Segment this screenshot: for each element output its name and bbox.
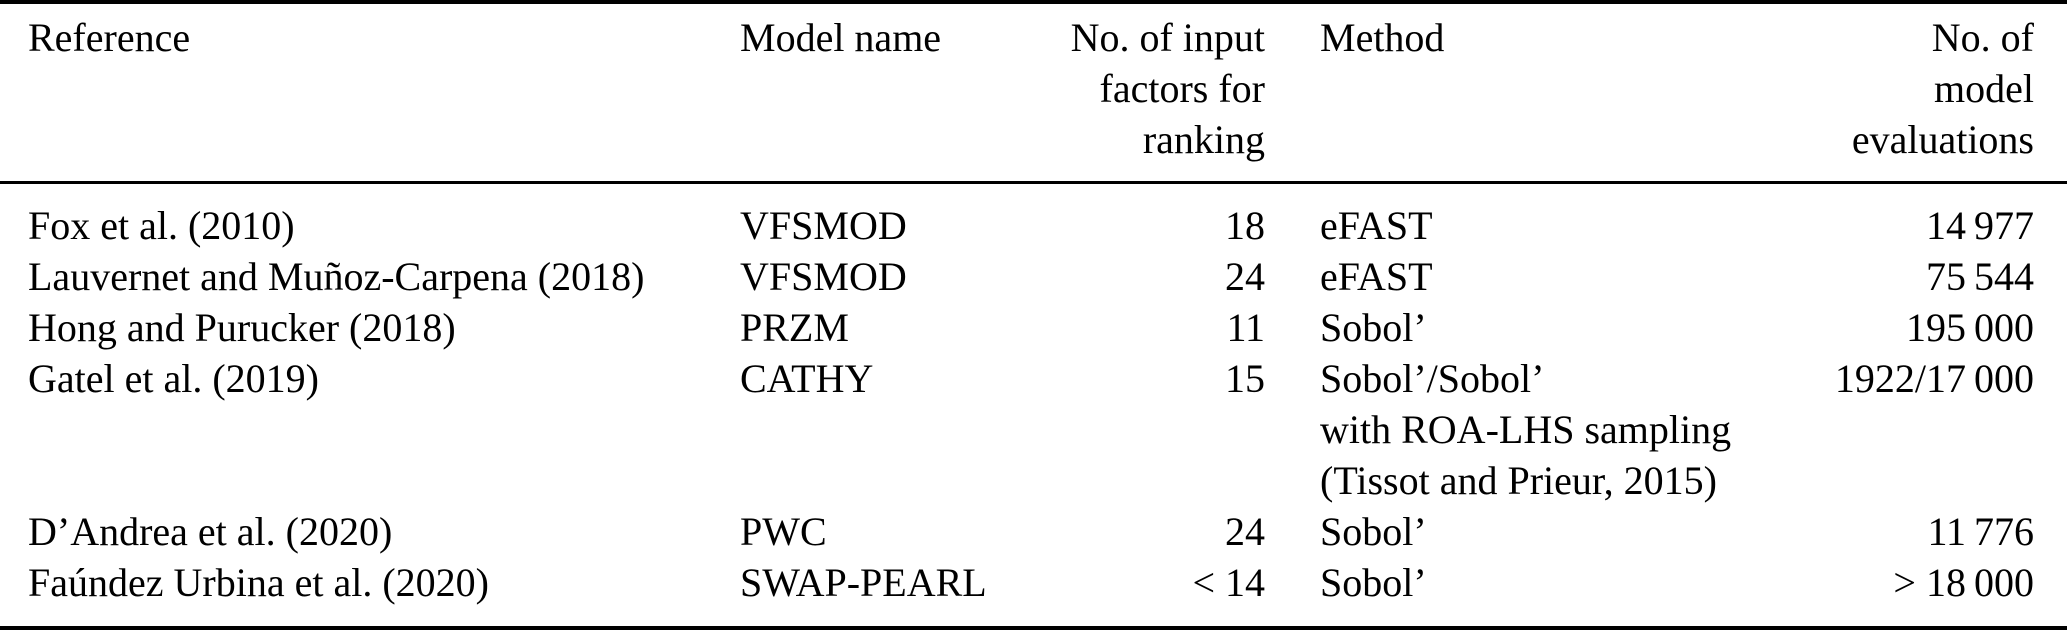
cell-factors: < 14 [1192, 560, 1265, 605]
cell-evaluations: 195 000 [1905, 305, 2034, 350]
cell-model-name: VFSMOD [740, 203, 907, 248]
cell-model-name: SWAP-PEARL [740, 560, 987, 605]
cell-evaluations: > 18 000 [1893, 560, 2034, 605]
column-header-model-evaluations: No. of model evaluations [1823, 2, 2067, 184]
cell-reference: Faúndez Urbina et al. (2020) [28, 560, 489, 605]
cell-method: Sobol’ [1320, 560, 1427, 605]
cell-factors: 24 [1225, 509, 1265, 554]
cell-evaluations: 14 977 [1925, 203, 2034, 248]
cell-model-name: CATHY [740, 356, 874, 401]
cell-evaluations: 11 776 [1927, 509, 2034, 554]
table-row: Fox et al. (2010) VFSMOD 18 eFAST 14 977 [0, 183, 2067, 252]
cell-method: Sobol’ [1320, 509, 1427, 554]
cell-factors: 18 [1225, 203, 1265, 248]
cell-reference: Fox et al. (2010) [28, 203, 295, 248]
table-row: Faúndez Urbina et al. (2020) SWAP-PEARL … [0, 557, 2067, 628]
cell-reference: D’Andrea et al. (2020) [28, 509, 393, 554]
cell-model-name: VFSMOD [740, 254, 907, 299]
column-header-model-name: Model name [740, 2, 1050, 184]
cell-method: Sobol’ [1320, 305, 1427, 350]
cell-model-name: PRZM [740, 305, 849, 350]
table-row: Gatel et al. (2019) CATHY 15 Sobol’/Sobo… [0, 353, 2067, 506]
cell-evaluations: 75 544 [1925, 254, 2034, 299]
column-header-method: Method [1265, 2, 1823, 184]
table-row: Hong and Purucker (2018) PRZM 11 Sobol’ … [0, 302, 2067, 353]
column-header-reference: Reference [0, 2, 740, 184]
table-row: Lauvernet and Muñoz-Carpena (2018) VFSMO… [0, 251, 2067, 302]
table-row: D’Andrea et al. (2020) PWC 24 Sobol’ 11 … [0, 506, 2067, 557]
cell-model-name: PWC [740, 509, 827, 554]
cell-factors: 15 [1225, 356, 1265, 401]
cell-method: eFAST [1320, 254, 1433, 299]
cell-evaluations: 1922/17 000 [1834, 356, 2034, 401]
cell-reference: Hong and Purucker (2018) [28, 305, 456, 350]
cell-method: Sobol’/Sobol’ with ROA-LHS sampling (Tis… [1320, 356, 1732, 503]
cell-factors: 11 [1226, 305, 1265, 350]
cell-reference: Gatel et al. (2019) [28, 356, 319, 401]
column-header-input-factors: No. of input factors for ranking [1050, 2, 1265, 184]
cell-method: eFAST [1320, 203, 1433, 248]
header-row: Reference Model name No. of input factor… [0, 2, 2067, 184]
cell-reference: Lauvernet and Muñoz-Carpena (2018) [28, 254, 645, 299]
cell-factors: 24 [1225, 254, 1265, 299]
